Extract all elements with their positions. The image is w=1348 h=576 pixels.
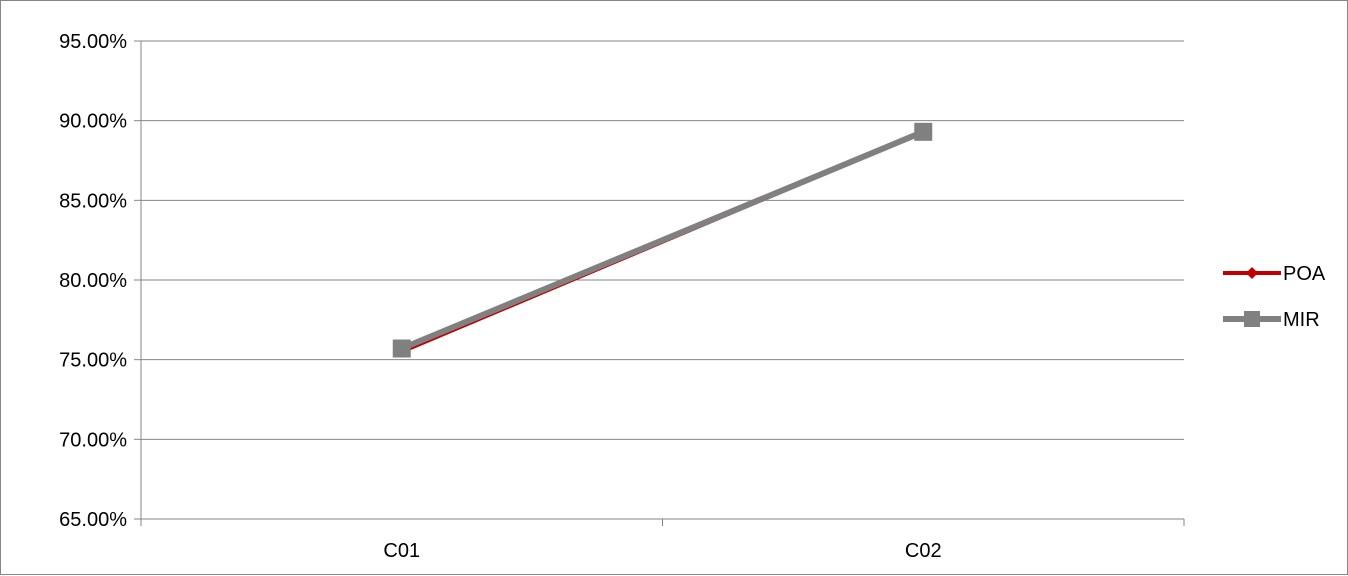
series-line bbox=[400, 129, 925, 352]
series-mir bbox=[392, 122, 933, 358]
y-tick-label: 75.00% bbox=[59, 350, 127, 372]
legend-label: MIR bbox=[1283, 309, 1320, 331]
y-tick-label: 95.00% bbox=[59, 31, 127, 53]
series-lines bbox=[392, 122, 933, 358]
x-tick-labels: C01 C02 bbox=[140, 519, 1185, 562]
y-tick-labels: 65.00% 70.00% 75.00% 80.00% 85.00% 90.00% 95.0… bbox=[59, 31, 141, 531]
square-marker bbox=[1244, 311, 1260, 327]
y-tick-label: 80.00% bbox=[59, 270, 127, 292]
y-tick-label: 85.00% bbox=[59, 190, 127, 212]
x-tick-label: C01 bbox=[383, 540, 420, 562]
legend: POA MIR bbox=[1223, 263, 1326, 331]
y-tick-label: 70.00% bbox=[59, 429, 127, 451]
diamond-marker bbox=[1246, 267, 1258, 279]
gridlines bbox=[141, 40, 1184, 440]
y-tick-label: 65.00% bbox=[59, 509, 127, 531]
square-marker bbox=[914, 122, 933, 141]
y-tick-label: 90.00% bbox=[59, 111, 127, 133]
legend-item-poa: POA bbox=[1223, 263, 1326, 285]
x-tick-label: C02 bbox=[905, 540, 942, 562]
legend-item-mir: MIR bbox=[1223, 309, 1320, 331]
legend-label: POA bbox=[1283, 263, 1326, 285]
square-marker bbox=[392, 339, 411, 358]
